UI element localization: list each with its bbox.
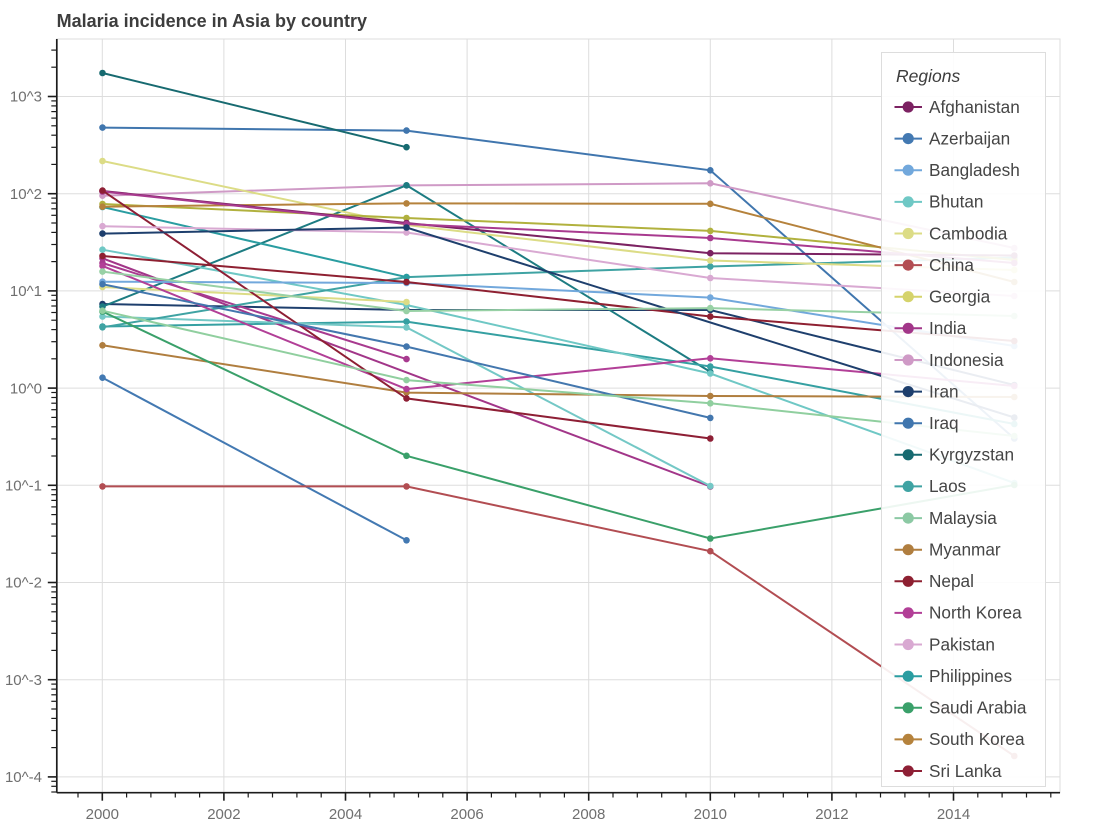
svg-text:2002: 2002 [207,806,240,823]
svg-text:Malaysia: Malaysia [929,508,997,528]
svg-text:Indonesia: Indonesia [929,350,1004,370]
svg-text:10^-3: 10^-3 [5,672,42,689]
svg-text:Philippines: Philippines [929,666,1012,686]
svg-text:10^2: 10^2 [10,186,42,203]
svg-text:North Korea: North Korea [929,603,1022,623]
svg-text:Afghanistan: Afghanistan [929,97,1020,117]
svg-text:Iran: Iran [929,381,959,401]
svg-text:2004: 2004 [329,806,362,823]
svg-text:Nepal: Nepal [929,571,974,591]
svg-text:Regions: Regions [896,66,960,86]
svg-text:Iraq: Iraq [929,413,959,433]
svg-text:Sri Lanka: Sri Lanka [929,761,1002,781]
svg-text:Kyrgyzstan: Kyrgyzstan [929,445,1014,465]
svg-text:10^0: 10^0 [10,380,42,397]
svg-text:10^-2: 10^-2 [5,575,42,592]
svg-text:10^-4: 10^-4 [5,769,42,786]
svg-text:10^3: 10^3 [10,89,42,106]
svg-text:China: China [929,255,974,275]
svg-text:Saudi Arabia: Saudi Arabia [929,698,1027,718]
svg-text:Laos: Laos [929,476,966,496]
svg-text:Malaria incidence in Asia by c: Malaria incidence in Asia by country [57,11,367,31]
svg-text:10^1: 10^1 [10,283,42,300]
svg-text:2000: 2000 [86,806,119,823]
svg-text:Azerbaijan: Azerbaijan [929,128,1010,148]
svg-text:2008: 2008 [572,806,605,823]
svg-text:India: India [929,318,967,338]
svg-text:Bhutan: Bhutan [929,192,983,212]
svg-text:Pakistan: Pakistan [929,634,995,654]
svg-text:10^-1: 10^-1 [5,478,42,495]
svg-text:Georgia: Georgia [929,287,991,307]
svg-text:Cambodia: Cambodia [929,223,1008,243]
svg-text:Myanmar: Myanmar [929,540,1001,560]
svg-text:South Korea: South Korea [929,729,1025,749]
svg-text:2010: 2010 [694,806,727,823]
svg-text:2006: 2006 [450,806,483,823]
svg-text:Bangladesh: Bangladesh [929,160,1020,180]
svg-text:2014: 2014 [937,806,970,823]
svg-text:2012: 2012 [815,806,848,823]
